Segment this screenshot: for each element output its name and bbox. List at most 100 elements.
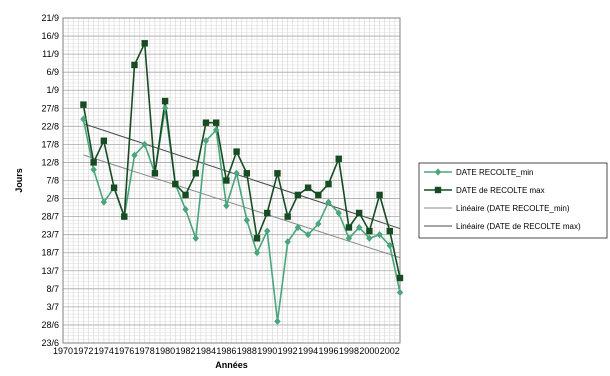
y-tick-label: 11/9	[42, 49, 59, 59]
data-point	[345, 234, 353, 242]
x-tick-label: 1994	[298, 346, 318, 356]
data-point	[243, 216, 251, 224]
data-point	[376, 191, 383, 199]
data-point	[304, 231, 312, 239]
x-tick-label: 1976	[114, 346, 134, 356]
data-point	[253, 249, 261, 257]
data-point	[202, 119, 210, 126]
data-point	[355, 223, 363, 232]
x-tick-label: 1970	[53, 346, 73, 356]
data-point	[192, 170, 199, 177]
data-point	[90, 159, 97, 166]
series-lines	[82, 40, 401, 322]
x-tick-label: 1972	[73, 346, 93, 356]
data-point	[274, 170, 281, 177]
data-point	[161, 97, 169, 105]
x-tick-label: 1974	[94, 346, 114, 356]
y-tick-label: 12/8	[41, 157, 59, 167]
data-point	[100, 198, 108, 206]
data-point	[233, 148, 240, 155]
legend-label: Linéaire (DATE RECOLTE_min)	[456, 204, 570, 213]
y-tick-label: 6/9	[46, 67, 59, 77]
data-point	[223, 202, 230, 210]
data-point	[294, 191, 302, 199]
y-tick-label: 13/7	[41, 266, 59, 276]
data-point	[366, 234, 373, 242]
data-point	[345, 224, 353, 231]
data-point	[192, 234, 199, 242]
data-point	[202, 137, 210, 145]
data-point	[80, 101, 87, 108]
trend-line	[83, 154, 401, 259]
y-axis-title: Jours	[14, 168, 24, 193]
plot-area-frame	[62, 17, 401, 344]
data-point	[243, 170, 251, 177]
data-point	[131, 151, 138, 159]
data-point	[151, 170, 159, 177]
y-tick-label: 17/8	[41, 139, 59, 149]
y-tick-label: 23/6	[41, 338, 59, 348]
x-tick-label: 2002	[380, 346, 400, 356]
x-tick-label: 1998	[339, 346, 359, 356]
legend-marker	[434, 186, 442, 194]
y-tick-label: 28/6	[41, 320, 59, 330]
x-tick-label: 1988	[237, 346, 257, 356]
data-point	[335, 209, 342, 217]
series-markers	[80, 40, 404, 325]
x-tick-label: 1984	[196, 346, 216, 356]
data-point	[131, 61, 138, 69]
data-point	[141, 40, 148, 47]
y-tick-label: 16/9	[41, 31, 59, 41]
data-point	[141, 140, 148, 148]
y-tick-label: 18/7	[41, 248, 59, 258]
x-tick-label: 1986	[216, 346, 236, 356]
data-point	[315, 191, 322, 199]
data-point	[386, 227, 393, 235]
data-point	[223, 177, 230, 184]
series-line	[82, 40, 401, 279]
data-point	[110, 184, 118, 191]
x-tick-label: 1978	[135, 346, 155, 356]
y-tick-label: 27/8	[41, 103, 59, 113]
legend: DATE RECOLTE_min DATE de RECOLTE max Linéa…	[418, 162, 608, 239]
data-point	[100, 137, 108, 144]
legend-label: Linéaire (DATE de RECOLTE max)	[456, 222, 581, 231]
data-point	[376, 231, 383, 239]
data-point	[233, 169, 240, 177]
x-tick-label: 1996	[318, 346, 338, 356]
legend-label: DATE de RECOLTE max	[456, 186, 545, 195]
x-tick-label: 1980	[155, 346, 175, 356]
data-point	[264, 209, 271, 217]
data-point	[284, 238, 291, 246]
y-tick-label: 23/7	[41, 230, 59, 240]
data-point	[274, 317, 281, 325]
x-axis-tick-labels: 1970 1972 1974 1976 1978 1980 1982 1984 1986 1988…	[53, 346, 400, 356]
x-tick-label: 1992	[278, 346, 298, 356]
data-point	[90, 166, 97, 174]
data-point	[212, 119, 220, 126]
data-point	[212, 126, 220, 134]
data-point	[264, 227, 271, 235]
data-point	[315, 220, 322, 228]
series-line	[82, 108, 401, 322]
data-point	[182, 191, 189, 199]
y-tick-label: 22/8	[41, 121, 59, 131]
x-tick-label: 1982	[176, 346, 196, 356]
data-point	[396, 288, 404, 297]
data-point	[182, 205, 189, 213]
data-point	[284, 213, 291, 220]
y-axis-tick-labels: 23/6 28/6 3/7 8/7 13/7 18/7 23/7 28/7 2/8 7/8 12/8…	[41, 13, 59, 348]
data-point	[386, 241, 393, 250]
x-tick-label: 2000	[359, 346, 379, 356]
data-point	[304, 184, 312, 191]
x-tick-label: 1990	[257, 346, 277, 356]
y-tick-label: 8/7	[46, 284, 59, 294]
data-point	[366, 227, 373, 235]
y-tick-label: 3/7	[46, 302, 59, 312]
data-point	[325, 198, 332, 206]
data-point	[172, 180, 179, 188]
x-axis-title: Années	[215, 360, 248, 370]
data-point	[396, 274, 404, 282]
data-point	[325, 180, 332, 188]
